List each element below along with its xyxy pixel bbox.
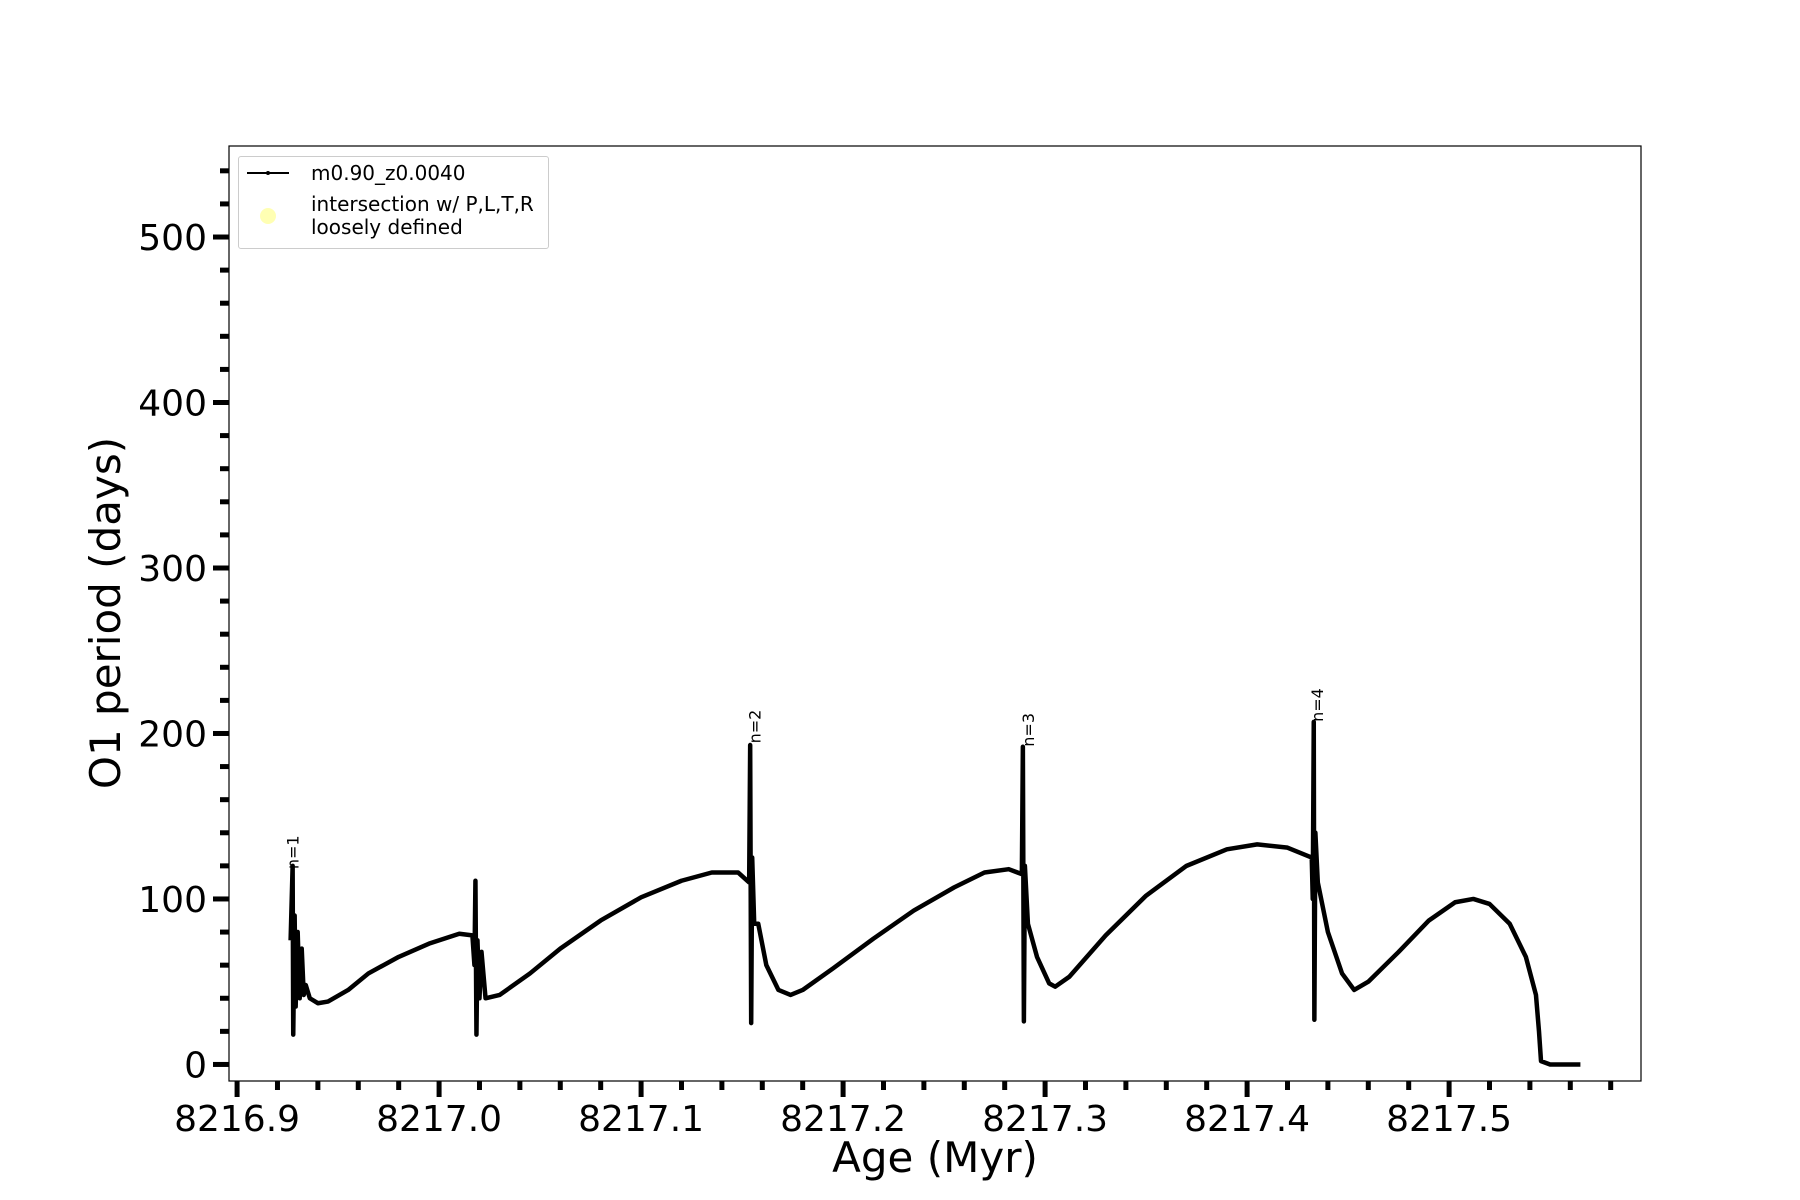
legend-entry: m0.90_z0.0040 [239, 162, 466, 185]
legend-marker [266, 171, 270, 175]
y-tick-label: 500 [138, 218, 207, 259]
legend-label: m0.90_z0.0040 [311, 161, 466, 185]
y-tick-label: 0 [184, 1045, 207, 1086]
annotation: n=3 [1019, 713, 1038, 747]
y-tick-label: 300 [138, 549, 207, 590]
legend-swatch [247, 162, 289, 184]
x-tick-label: 8217.1 [578, 1099, 704, 1140]
legend-label: intersection w/ P,L,T,R loosely defined [311, 192, 534, 239]
annotation: n=2 [745, 710, 764, 744]
x-tick-label: 8217.4 [1184, 1099, 1310, 1140]
y-tick-label: 400 [138, 384, 207, 425]
legend-swatch [247, 193, 289, 224]
x-tick-label: 8217.5 [1386, 1099, 1512, 1140]
legend-marker [260, 208, 276, 224]
x-axis-label: Age (Myr) [832, 1133, 1038, 1182]
x-tick-label: 8216.9 [174, 1099, 300, 1140]
annotation: n=1 [284, 835, 303, 869]
legend-entry: intersection w/ P,L,T,R loosely defined [239, 193, 534, 239]
annotation: n=4 [1308, 688, 1327, 722]
y-tick-label: 200 [138, 714, 207, 755]
plot-frame [228, 145, 1642, 1082]
x-tick-label: 8217.3 [982, 1099, 1108, 1140]
legend-marker-box [260, 208, 276, 224]
y-tick-label: 100 [138, 880, 207, 921]
x-tick-label: 8217.0 [376, 1099, 502, 1140]
y-axis-label: O1 period (days) [81, 437, 130, 789]
data-line [288, 719, 1581, 1067]
x-tick-label: 8217.2 [780, 1099, 906, 1140]
legend: m0.90_z0.0040 intersection w/ P,L,T,R loo… [238, 156, 549, 249]
legend-line [247, 171, 289, 175]
